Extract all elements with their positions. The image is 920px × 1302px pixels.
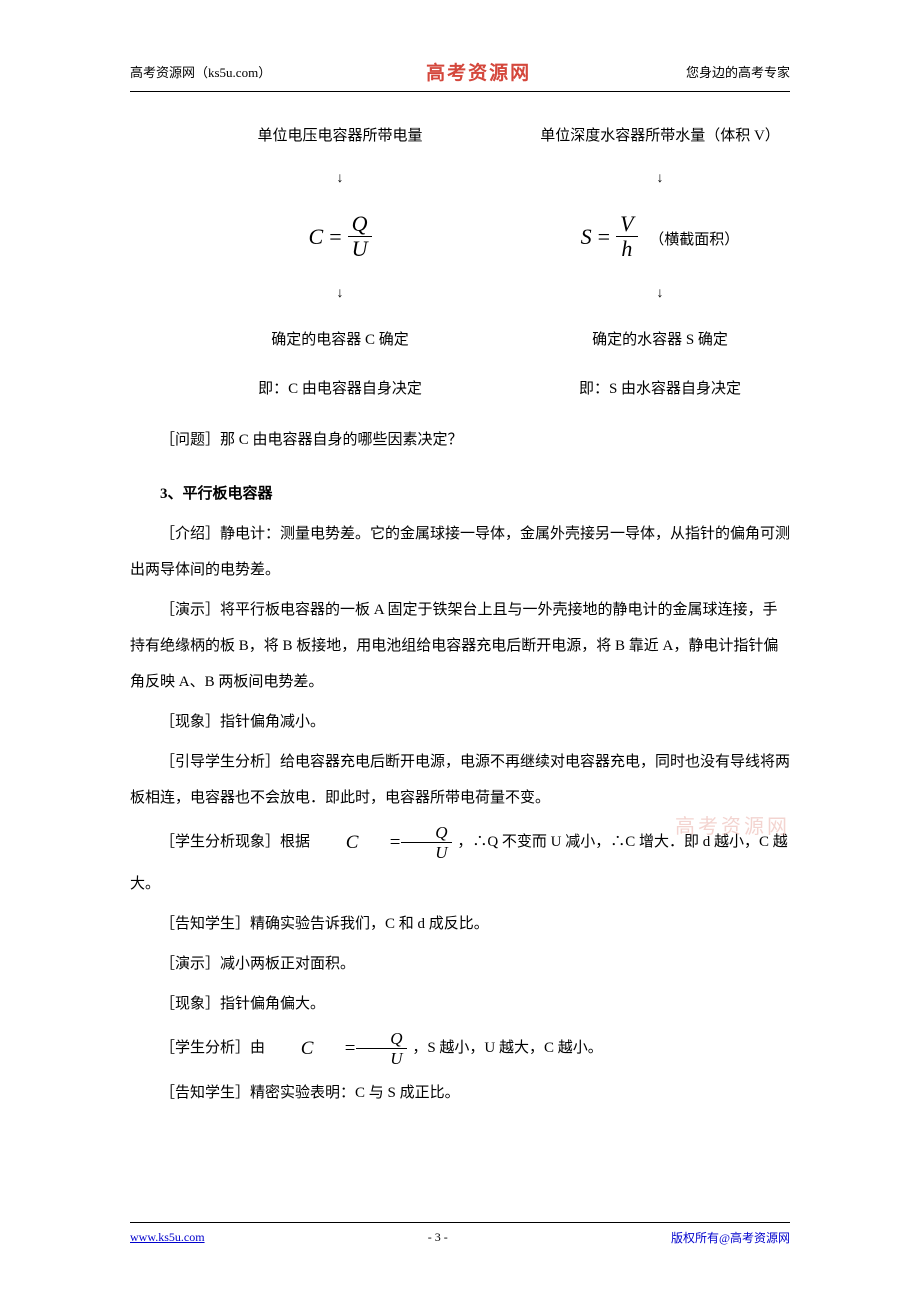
paragraph: ［告知学生］精密实验表明：C 与 S 成正比。 bbox=[130, 1075, 790, 1111]
header-center-logo: 高考资源网 bbox=[426, 58, 531, 85]
paragraph: ［演示］减小两板正对面积。 bbox=[130, 946, 790, 982]
formula-water-wrap: S = V h （横截面积） bbox=[581, 213, 740, 260]
analogy-block: 单位电压电容器所带电量 ↓ C = Q U ↓ 确定的电容器 C 确定 即：C … bbox=[130, 124, 790, 398]
formula-note: （横截面积） bbox=[649, 232, 739, 248]
analogy-left-col: 单位电压电容器所带电量 ↓ C = Q U ↓ 确定的电容器 C 确定 即：C … bbox=[210, 124, 470, 398]
paragraph: ［介绍］静电计：测量电势差。它的金属球接一导体，金属外壳接另一导体，从指针的偏角… bbox=[130, 516, 790, 588]
inline-formula-c2: C= Q U bbox=[271, 1026, 407, 1072]
down-arrow-icon: ↓ bbox=[657, 171, 664, 187]
analogy-left-title: 单位电压电容器所带电量 bbox=[257, 124, 422, 145]
paragraph: ［现象］指针偏角偏大。 bbox=[130, 986, 790, 1022]
analogy-right-concl1: 确定的水容器 S 确定 bbox=[592, 328, 728, 349]
analogy-right-col: 单位深度水容器所带水量（体积 V） ↓ S = V h （横截面积） ↓ 确定的… bbox=[530, 124, 790, 398]
header-right: 您身边的高考专家 bbox=[686, 62, 790, 81]
analogy-right-concl2: 即：S 由水容器自身决定 bbox=[579, 377, 741, 398]
down-arrow-icon: ↓ bbox=[657, 286, 664, 302]
section-title: 3、平行板电容器 bbox=[130, 476, 790, 512]
page-footer: www.ks5u.com - 3 - 版权所有@高考资源网 bbox=[130, 1222, 790, 1246]
header-left: 高考资源网（ks5u.com） bbox=[130, 62, 271, 81]
paragraph: ［引导学生分析］给电容器充电后断开电源，电源不再继续对电容器充电，同时也没有导线… bbox=[130, 744, 790, 816]
body-content: ［问题］那 C 由电容器自身的哪些因素决定？ 3、平行板电容器 ［介绍］静电计：… bbox=[130, 422, 790, 1111]
page-header: 高考资源网（ks5u.com） 高考资源网 您身边的高考专家 bbox=[130, 58, 790, 91]
paragraph-with-formula: ［学生分析现象］根据 C= Q U ，∴Q 不变而 U 减小，∴C 增大．即 d… bbox=[130, 820, 790, 902]
down-arrow-icon: ↓ bbox=[337, 286, 344, 302]
analogy-left-concl2: 即：C 由电容器自身决定 bbox=[258, 377, 422, 398]
footer-url[interactable]: www.ks5u.com bbox=[130, 1230, 205, 1245]
page: 高考资源网（ks5u.com） 高考资源网 您身边的高考专家 单位电压电容器所带… bbox=[0, 0, 920, 1111]
paragraph-with-formula: ［学生分析］由 C= Q U ，S 越小，U 越大，C 越小。 bbox=[130, 1026, 790, 1072]
analogy-right-title: 单位深度水容器所带水量（体积 V） bbox=[540, 124, 780, 145]
footer-page-number: - 3 - bbox=[428, 1230, 448, 1245]
paragraph: ［告知学生］精确实验告诉我们，C 和 d 成反比。 bbox=[130, 906, 790, 942]
formula-water: S = V h bbox=[581, 213, 638, 260]
header-divider bbox=[130, 91, 790, 92]
paragraph: ［演示］将平行板电容器的一板 A 固定于铁架台上且与一外壳接地的静电计的金属球连… bbox=[130, 592, 790, 700]
paragraph: ［现象］指针偏角减小。 bbox=[130, 704, 790, 740]
down-arrow-icon: ↓ bbox=[337, 171, 344, 187]
footer-copyright: 版权所有@高考资源网 bbox=[671, 1229, 790, 1246]
formula-capacitance: C = Q U bbox=[309, 213, 372, 260]
inline-formula-c: C= Q U bbox=[316, 820, 452, 866]
question-line: ［问题］那 C 由电容器自身的哪些因素决定？ bbox=[130, 422, 790, 458]
analogy-left-concl1: 确定的电容器 C 确定 bbox=[271, 328, 409, 349]
